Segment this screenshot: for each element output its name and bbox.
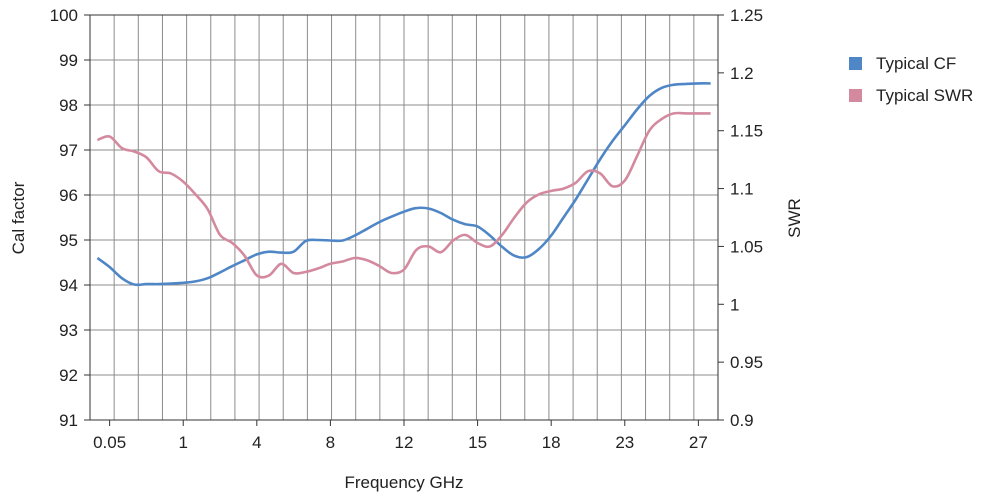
y-tick-label: 97: [59, 141, 78, 160]
x-tick-label: 1: [178, 433, 187, 452]
y2-tick-label: 0.9: [730, 411, 754, 430]
y2-axis-ticks: 0.9 0.95 1 1.05 1.1 1.15 1.2 1.25: [718, 6, 763, 430]
legend-swatch: [849, 57, 862, 70]
series-lines: [96, 82, 711, 287]
legend-label: Typical SWR: [876, 86, 973, 105]
x-tick-label: 15: [468, 433, 487, 452]
y-tick-label: 94: [59, 276, 78, 295]
typical-swr-line: [96, 111, 711, 279]
y-tick-label: 92: [59, 366, 78, 385]
x-tick-label: 18: [542, 433, 561, 452]
x-tick-label: 27: [689, 433, 708, 452]
y-tick-label: 96: [59, 186, 78, 205]
y2-tick-label: 0.95: [730, 353, 763, 372]
x-tick-label: 23: [615, 433, 634, 452]
legend: Typical CF Typical SWR: [849, 54, 973, 105]
y-tick-label: 99: [59, 51, 78, 70]
legend-swatch: [849, 89, 862, 102]
x-axis-title: Frequency GHz: [344, 473, 463, 492]
y2-axis-title: SWR: [785, 198, 804, 238]
x-tick-label: 0.05: [93, 433, 126, 452]
y2-tick-label: 1: [730, 295, 739, 314]
y2-tick-label: 1.15: [730, 122, 763, 141]
y2-tick-label: 1.05: [730, 237, 763, 256]
x-axis-ticks: 0.05 1 4 8 12 15 18 23 27: [93, 420, 708, 452]
x-tick-label: 4: [252, 433, 261, 452]
y-tick-label: 100: [50, 6, 78, 25]
y2-tick-label: 1.1: [730, 180, 754, 199]
y-axis-title: Cal factor: [9, 181, 28, 254]
typical-cf-line: [96, 82, 711, 287]
y-axis-ticks: 91 92 93 94 95 96 97 98 99 100: [50, 6, 90, 430]
y-tick-label: 98: [59, 96, 78, 115]
y2-tick-label: 1.2: [730, 64, 754, 83]
y-tick-label: 93: [59, 321, 78, 340]
y2-tick-label: 1.25: [730, 6, 763, 25]
y-tick-label: 91: [59, 411, 78, 430]
x-tick-label: 12: [395, 433, 414, 452]
legend-label: Typical CF: [876, 54, 956, 73]
grid-lines: [90, 14, 718, 421]
y-tick-label: 95: [59, 231, 78, 250]
x-tick-label: 8: [326, 433, 335, 452]
